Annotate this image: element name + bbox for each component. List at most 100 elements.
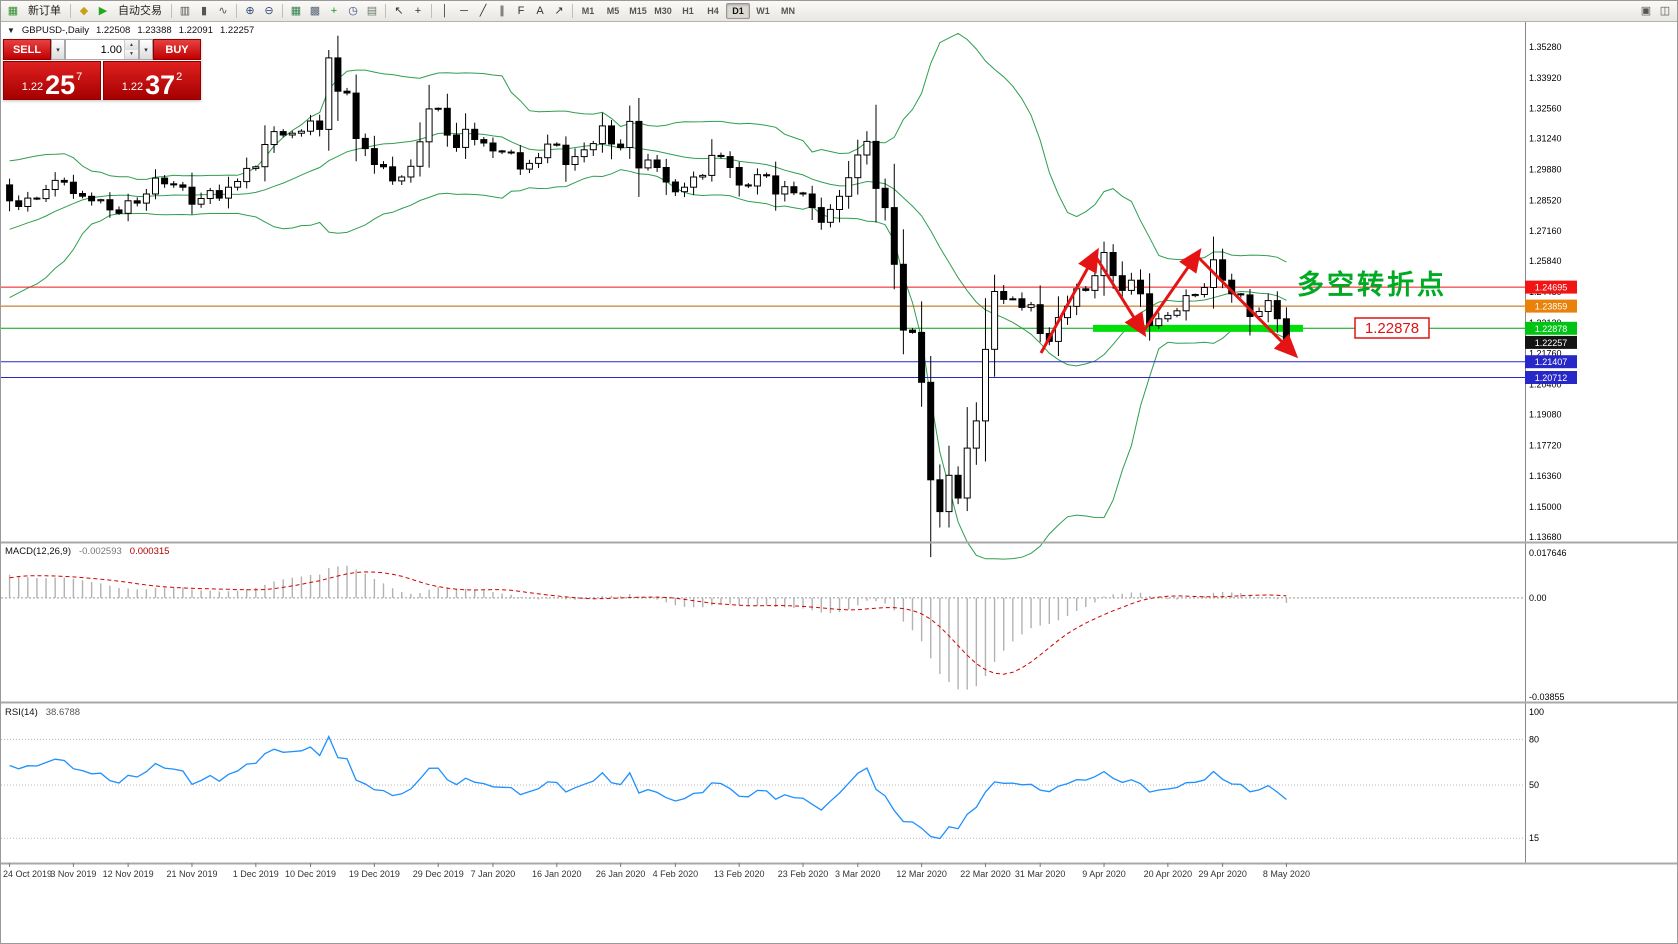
periods-icon[interactable]: ◷ [348, 4, 358, 17]
line-chart-icon[interactable]: ∿ [218, 4, 228, 17]
sell-price-major: 1.22 [21, 81, 44, 93]
price-tag[interactable] [1525, 299, 1577, 313]
price-tag-text: 1.24695 [1535, 283, 1568, 293]
toolbar-separator [572, 4, 573, 18]
svg-text:9 Apr 2020: 9 Apr 2020 [1082, 869, 1126, 879]
rsi-axis: 100 80 50 15 [1529, 707, 1544, 843]
autotrading-play-icon[interactable]: ▶ [98, 4, 108, 17]
volume-input[interactable] [66, 40, 124, 59]
equidistant-channel-icon[interactable]: ∥ [499, 4, 505, 17]
templates-icon[interactable]: ▤ [366, 4, 378, 17]
trade-prices-row: 1.22 25 7 1.22 37 2 [3, 61, 201, 100]
one-click-collapse-icon[interactable]: ▼ [7, 26, 15, 35]
bollinger-lower-band [9, 169, 1287, 560]
chart-canvas[interactable]: 多空转折点 1.22878 1.35280 1.33920 1.32560 1.31240… [1, 21, 1678, 944]
rsi-label: RSI(14) 38.6788 [5, 707, 80, 718]
chart-ohlc-header: ▼ GBPUSD-,Daily 1.22508 1.23388 1.22091 … [7, 25, 254, 36]
timeframe-h1[interactable]: H1 [682, 6, 694, 16]
buy-button[interactable]: BUY [153, 39, 201, 60]
horizontal-line-icon[interactable]: ─ [460, 4, 468, 17]
macd-label: MACD(12,26,9) -0.002593 0.000315 [5, 546, 169, 557]
sell-button[interactable]: SELL [3, 39, 51, 60]
macd-name: MACD(12,26,9) [5, 546, 71, 557]
timeframe-m5[interactable]: M5 [606, 6, 620, 16]
svg-text:23 Feb 2020: 23 Feb 2020 [778, 869, 829, 879]
timeframe-h4[interactable]: H4 [707, 6, 719, 16]
timeframe-m15[interactable]: M15 [629, 6, 647, 16]
text-icon[interactable]: A [536, 4, 544, 17]
timeframe-d1[interactable]: D1 [726, 3, 750, 19]
turning-point-annotation[interactable]: 多空转折点 [1297, 269, 1447, 300]
zoom-in-icon[interactable]: ⊕ [245, 4, 255, 17]
autotrading-button[interactable]: 自动交易 [118, 4, 162, 17]
symbol-period-label: GBPUSD-,Daily [21, 25, 89, 36]
svg-text:26 Jan 2020: 26 Jan 2020 [596, 869, 646, 879]
buy-price-point: 2 [176, 71, 183, 83]
svg-text:1.31240: 1.31240 [1529, 134, 1562, 144]
auto-arrange-icon[interactable]: ▩ [309, 4, 321, 17]
timeframe-m30[interactable]: M30 [654, 6, 672, 16]
timeframe-m1[interactable]: M1 [581, 6, 595, 16]
macd-value-signal: 0.000315 [129, 546, 170, 557]
toolbar-separator [431, 4, 432, 18]
price-tag[interactable] [1525, 355, 1577, 369]
close-value: 1.22257 [220, 25, 255, 36]
svg-text:1.33920: 1.33920 [1529, 73, 1562, 83]
crosshair-icon[interactable]: + [414, 4, 422, 17]
sell-price-pips: 25 [45, 70, 76, 101]
svg-text:1.16360: 1.16360 [1529, 471, 1562, 481]
chart-window-icon[interactable]: ▣ [1640, 4, 1652, 17]
rsi-line [9, 735, 1287, 840]
buy-price-button[interactable]: 1.22 37 2 [103, 61, 201, 100]
svg-text:1.32560: 1.32560 [1529, 104, 1562, 114]
candlestick-chart-icon[interactable]: ▮ [200, 4, 208, 17]
volume-increase-button[interactable]: ▲ [125, 40, 138, 50]
svg-text:1.13680: 1.13680 [1529, 532, 1562, 542]
new-order-button[interactable]: 新订单 [28, 4, 61, 17]
trendline-icon[interactable]: ╱ [479, 4, 487, 17]
chart-window: 多空转折点 1.22878 1.35280 1.33920 1.32560 1.31240… [1, 21, 1678, 944]
toolbar-separator [70, 4, 71, 18]
timeframe-w1[interactable]: W1 [756, 6, 770, 16]
price-tag[interactable] [1525, 280, 1577, 294]
boxed-price-label[interactable] [1354, 317, 1430, 339]
cursor-icon[interactable]: ↖ [394, 4, 404, 17]
low-value: 1.22091 [178, 25, 213, 36]
navigator-icon[interactable]: ◫ [1659, 4, 1671, 17]
price-tag-text: 1.22257 [1535, 338, 1568, 348]
price-tag[interactable] [1525, 371, 1577, 384]
expert-advisors-icon[interactable]: ◆ [79, 4, 89, 17]
sell-price-button[interactable]: 1.22 25 7 [3, 61, 101, 100]
sell-options-dropdown[interactable]: ▾ [51, 39, 65, 60]
timeframe-mn[interactable]: MN [781, 6, 795, 16]
trade-controls-row: SELL ▾ ▲ ▼ ▾ BUY [3, 39, 201, 60]
open-value: 1.22508 [95, 25, 131, 36]
zoom-out-icon[interactable]: ⊖ [264, 4, 274, 17]
trend-arrows[interactable] [1039, 247, 1299, 359]
macd-axis: 0.017646 0.00 -0.03855 [1529, 548, 1567, 702]
macd-histogram [8, 565, 1288, 690]
svg-text:15: 15 [1529, 833, 1539, 843]
volume-decrease-button[interactable]: ▼ [125, 49, 138, 59]
chart-background [1, 21, 1677, 943]
indicators-icon[interactable]: + [330, 4, 338, 17]
svg-text:21 Nov 2019: 21 Nov 2019 [166, 869, 217, 879]
svg-text:13 Feb 2020: 13 Feb 2020 [714, 869, 765, 879]
new-order-icon[interactable]: ▦ [7, 4, 19, 17]
svg-text:12 Nov 2019: 12 Nov 2019 [103, 869, 154, 879]
price-tag[interactable] [1525, 335, 1577, 349]
price-tag[interactable] [1525, 321, 1577, 335]
sell-price-point: 7 [76, 71, 83, 83]
buy-options-dropdown[interactable]: ▾ [139, 39, 153, 60]
rsi-value: 38.6788 [45, 707, 81, 718]
macd-signal-line [9, 571, 1287, 675]
svg-text:4 Feb 2020: 4 Feb 2020 [653, 869, 699, 879]
vertical-line-icon[interactable]: │ [441, 4, 449, 17]
bar-chart-icon[interactable]: ▥ [179, 4, 191, 17]
high-value: 1.23388 [137, 25, 172, 36]
arrows-icon[interactable]: ↗ [554, 4, 564, 17]
fibonacci-icon[interactable]: F [517, 4, 525, 17]
tile-windows-icon[interactable]: ▦ [290, 4, 302, 17]
toolbar-separator [385, 4, 386, 18]
